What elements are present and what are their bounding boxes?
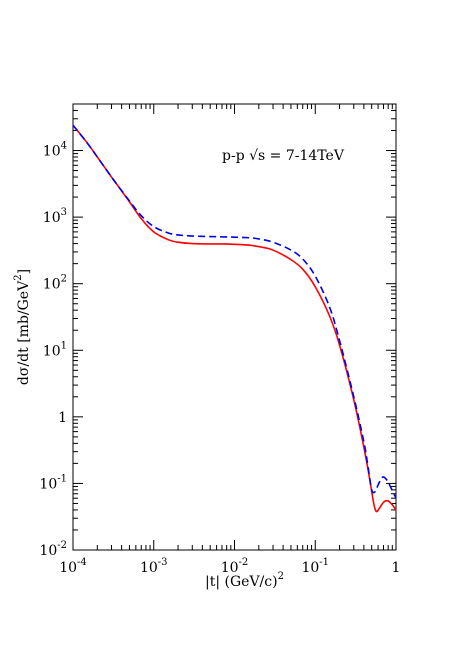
- major-ticks: [72, 104, 397, 551]
- x-tick-label: 10-4: [59, 557, 87, 576]
- y-tick-label: 104: [43, 141, 67, 160]
- series-dashed-blue-line: [72, 124, 397, 499]
- y-tick-label: 101: [43, 340, 67, 359]
- y-tick-label-base: 10: [39, 476, 57, 492]
- y-tick-label-base: 10: [43, 144, 61, 160]
- x-tick-labels: 10-4 10-3 10-2 10-1 1: [59, 557, 400, 576]
- minor-ticks: [73, 104, 396, 550]
- x-tick-label-base: 10: [301, 560, 319, 576]
- y-tick-label: 1: [58, 410, 67, 426]
- x-axis-label-sup: 2: [278, 571, 284, 582]
- y-tick-label-base: 10: [39, 543, 57, 559]
- x-tick-label-base: 10: [59, 560, 77, 576]
- y-tick-label: 102: [43, 274, 67, 293]
- y-axis-label-sup: 2: [13, 274, 24, 280]
- x-tick-label-exp: -2: [239, 557, 249, 568]
- y-tick-label-exp: 1: [61, 340, 67, 351]
- y-axis-label-end: ]: [16, 269, 32, 274]
- annotation-text: p-p √s = 7-14TeV: [222, 148, 345, 164]
- y-tick-label: 10-1: [39, 473, 67, 492]
- x-axis-label-main: |t| (GeV/c): [205, 574, 278, 590]
- y-tick-label-base: 10: [43, 277, 61, 293]
- y-tick-label-exp: 2: [61, 274, 67, 285]
- y-tick-label-exp: 3: [61, 207, 67, 218]
- x-tick-label: 10-3: [140, 557, 168, 576]
- x-tick-label: 10-2: [221, 557, 249, 576]
- x-tick-label: 1: [392, 560, 401, 576]
- y-axis-label: dσ/dt [mb/GeV2]: [13, 269, 32, 385]
- x-tick-label-exp: -4: [77, 557, 87, 568]
- x-tick-label: 10-1: [301, 557, 329, 576]
- x-tick-label-base: 10: [221, 560, 239, 576]
- y-tick-label: 10-2: [39, 540, 67, 559]
- y-tick-label-base: 1: [58, 410, 67, 426]
- y-tick-label-base: 10: [43, 343, 61, 359]
- x-axis-label: |t| (GeV/c)2: [205, 571, 284, 590]
- x-tick-label-exp: -3: [158, 557, 168, 568]
- y-tick-label-exp: 4: [61, 141, 67, 152]
- x-tick-label-base: 1: [392, 560, 401, 576]
- y-tick-label: 103: [43, 207, 67, 226]
- y-tick-label-base: 10: [43, 210, 61, 226]
- x-tick-label-base: 10: [140, 560, 158, 576]
- y-tick-label-exp: -1: [57, 473, 67, 484]
- series-layer: [72, 124, 397, 513]
- y-axis-label-main: dσ/dt [mb/GeV: [16, 280, 32, 385]
- series-solid-red-line: [72, 124, 397, 513]
- y-tick-label-exp: -2: [57, 540, 67, 551]
- plot-frame: [72, 103, 397, 551]
- x-tick-label-exp: -1: [319, 557, 329, 568]
